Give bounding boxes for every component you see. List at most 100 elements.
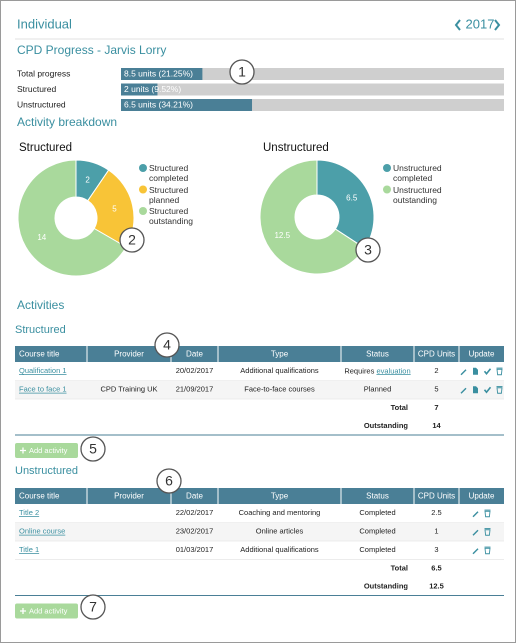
column-header: Date: [186, 492, 203, 501]
column-header: Update: [469, 492, 495, 501]
edit-icon[interactable]: [472, 529, 479, 536]
summary-value: 12.5: [429, 581, 444, 590]
slice-label: 5: [112, 204, 117, 213]
course-link[interactable]: Title 1: [19, 545, 39, 554]
slice-label: 2: [85, 175, 90, 184]
callout-number: 6: [165, 473, 173, 489]
date: 22/02/2017: [176, 508, 214, 517]
next-year[interactable]: [494, 19, 501, 31]
delete-icon[interactable]: [496, 367, 503, 376]
legend-swatch: [139, 164, 147, 172]
progress-text: 2 units (9.52%): [124, 84, 181, 94]
plus-icon: [20, 447, 26, 454]
provider: CPD Training UK: [100, 385, 157, 394]
callout-number: 2: [128, 232, 136, 248]
summary-label: Total: [391, 563, 408, 572]
column-header: Status: [366, 492, 389, 501]
add-button[interactable]: [15, 443, 78, 458]
callout-number: 7: [89, 599, 97, 615]
status: Requires evaluation: [344, 366, 410, 375]
progress-label: Total progress: [17, 68, 70, 78]
table-header: [15, 488, 504, 504]
donut-slice: [17, 159, 127, 277]
callout-circle: [229, 59, 255, 85]
date: 23/02/2017: [176, 527, 214, 536]
evaluation-link[interactable]: evaluation: [376, 366, 410, 375]
add-button-label: Add activity: [29, 606, 68, 615]
progress-label: Unstructured: [17, 99, 66, 109]
progress-track: [121, 83, 504, 96]
add-button[interactable]: [15, 603, 78, 619]
legend-label: Unstructured completed: [393, 163, 442, 183]
prev-year[interactable]: [454, 19, 461, 31]
slice-label: 12.5: [274, 231, 290, 240]
progress-track: [121, 68, 504, 80]
slice-label: 14: [37, 233, 46, 242]
chart-title: Structured: [19, 142, 72, 154]
column-header: CPD Units: [418, 492, 455, 501]
legend-label: Structured planned: [149, 184, 189, 205]
complete-icon[interactable]: [483, 368, 492, 376]
callout-number: 3: [364, 242, 372, 258]
column-header: Date: [186, 350, 203, 359]
type: Online articles: [256, 527, 304, 536]
units: 1: [434, 527, 438, 536]
summary-value: 7: [434, 403, 438, 412]
date: 21/09/2017: [176, 385, 214, 394]
legend-label: Structured completed: [149, 163, 189, 183]
course-link[interactable]: Qualification 1: [19, 366, 67, 375]
file-icon[interactable]: [473, 367, 478, 375]
section-title: Structured: [15, 324, 66, 336]
donut-slice: [259, 159, 366, 275]
column-header: Course title: [19, 350, 60, 359]
edit-icon[interactable]: [472, 548, 479, 555]
status: Planned: [364, 385, 392, 394]
callout-number: 4: [163, 337, 171, 353]
callout-number: 5: [89, 441, 97, 457]
summary-label: Outstanding: [364, 581, 409, 590]
progress-text: 6.5 units (34.21%): [124, 99, 193, 109]
edit-icon[interactable]: [460, 387, 467, 394]
column-header: Provider: [114, 492, 144, 501]
breakdown-title: Activity breakdown: [17, 115, 117, 129]
progress-bar: [121, 83, 158, 96]
table-header: [15, 346, 504, 362]
row-stripe: [15, 380, 504, 399]
page-title: Individual: [17, 16, 72, 31]
summary-value: 6.5: [431, 563, 441, 572]
edit-icon[interactable]: [460, 369, 467, 376]
delete-icon[interactable]: [496, 386, 503, 394]
units: 3: [434, 545, 438, 554]
legend-swatch: [383, 164, 391, 172]
progress-title: CPD Progress - Jarvis Lorry: [17, 43, 166, 57]
delete-icon[interactable]: [484, 546, 491, 555]
legend-label: Unstructured outstanding: [393, 184, 442, 205]
row-stripe: [15, 522, 504, 541]
complete-icon[interactable]: [483, 386, 492, 394]
column-header: Status: [366, 350, 389, 359]
activities-title: Activities: [17, 298, 64, 312]
delete-icon[interactable]: [484, 528, 491, 536]
units: 2: [434, 366, 438, 375]
chart-title: Unstructured: [263, 142, 329, 154]
course-link[interactable]: Title 2: [19, 508, 39, 517]
date: 01/03/2017: [176, 545, 214, 554]
progress-text: 8.5 units (21.25%): [124, 68, 193, 78]
progress-label: Structured: [17, 84, 56, 94]
status: Completed: [359, 545, 395, 554]
callout-circle: [156, 468, 182, 494]
summary-label: Outstanding: [364, 421, 409, 430]
file-icon[interactable]: [473, 386, 478, 394]
edit-icon[interactable]: [472, 511, 479, 518]
course-link[interactable]: Online course: [19, 527, 65, 536]
delete-icon[interactable]: [484, 509, 491, 518]
progress-bar: [121, 99, 253, 111]
callout-number: 1: [238, 64, 246, 80]
callout-circle: [80, 436, 106, 462]
year: 2017: [466, 16, 495, 31]
course-link[interactable]: Face to face 1: [19, 385, 67, 394]
column-header: Type: [271, 350, 289, 359]
status-text: Requires: [344, 366, 374, 375]
units: 2.5: [431, 508, 441, 517]
